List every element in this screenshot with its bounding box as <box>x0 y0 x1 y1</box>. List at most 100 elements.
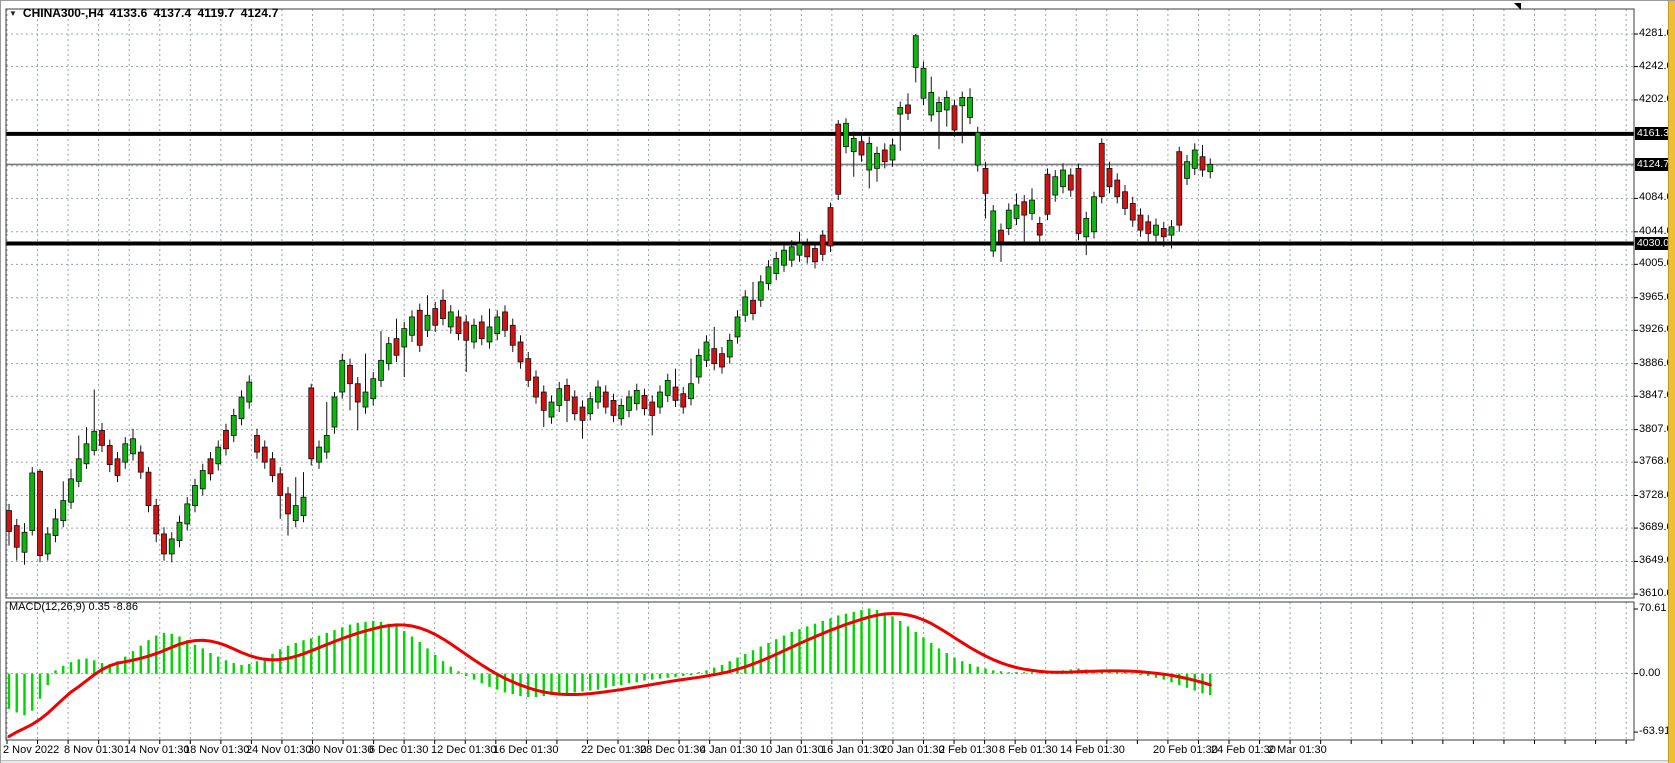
time-axis-label: 6 Dec 01:30 <box>369 744 429 756</box>
candle <box>130 438 136 455</box>
candle <box>1021 201 1028 216</box>
candle <box>254 435 260 453</box>
candle <box>1114 179 1121 198</box>
macd-histogram <box>7 608 1212 716</box>
candle <box>936 102 942 113</box>
candle <box>1176 151 1183 226</box>
candle <box>1013 204 1020 219</box>
candle <box>703 341 710 361</box>
price-axis-label: 4044.0 <box>1639 224 1673 237</box>
candle <box>788 246 795 261</box>
price-axis-label: 4005.0 <box>1639 257 1673 270</box>
candle <box>858 141 865 156</box>
candle <box>37 470 43 557</box>
candle <box>1153 224 1159 236</box>
candle <box>641 394 648 410</box>
candle <box>1029 199 1035 214</box>
time-axis-label: 14 Nov 01:30 <box>124 744 190 756</box>
price-axis-label: 3965.0 <box>1639 290 1673 303</box>
candle <box>742 296 749 316</box>
macd-axis-label: -63.91 <box>1639 725 1671 738</box>
candle <box>339 359 346 393</box>
candle <box>494 316 501 335</box>
ohlc-open: 4133.6 <box>109 6 148 20</box>
macd-axis-label: 70.61 <box>1639 602 1667 614</box>
candle <box>68 478 74 503</box>
chart-title: ▼ CHINA300-,H4 4133.6 4137.4 4119.7 4124… <box>9 6 279 20</box>
candle <box>626 396 632 411</box>
candle <box>1067 174 1074 191</box>
candle <box>285 493 291 515</box>
time-axis-label: 18 Nov 01:30 <box>184 744 250 756</box>
time-axis-label: 2 Nov 2022 <box>3 744 60 756</box>
candle <box>106 445 113 466</box>
candle <box>409 316 415 336</box>
plot-borders <box>5 8 1638 744</box>
candle <box>649 401 656 416</box>
price-axis-label: 3886.0 <box>1639 356 1673 369</box>
candle <box>1184 161 1190 179</box>
candle <box>711 348 718 365</box>
candle <box>990 210 997 252</box>
candle <box>300 496 307 516</box>
candle <box>1207 164 1214 173</box>
price-axis-label: 4281.0 <box>1639 27 1673 39</box>
candle <box>122 443 129 463</box>
candle <box>323 435 330 453</box>
candle <box>207 458 214 475</box>
candle <box>633 389 640 405</box>
candle <box>509 324 516 346</box>
candles <box>6 34 1214 565</box>
candle <box>1160 228 1167 238</box>
horizontal-price-lines <box>6 131 1634 246</box>
candle <box>967 97 973 118</box>
price-axis-label: 3768.0 <box>1639 455 1673 468</box>
chart-shift-marker-icon[interactable] <box>1514 3 1521 10</box>
candle <box>99 430 105 446</box>
candle <box>998 229 1004 243</box>
price-axis-label: 3926.0 <box>1639 323 1673 336</box>
time-axis-label: 24 Nov 01:30 <box>246 744 312 756</box>
candle <box>192 485 198 506</box>
candle <box>765 266 772 284</box>
candle <box>1091 196 1097 233</box>
candle <box>1145 221 1152 234</box>
candle <box>153 505 160 535</box>
symbol-dropdown-icon[interactable]: ▼ <box>9 8 17 18</box>
price-axis-label: 4202.0 <box>1639 92 1673 105</box>
candle <box>905 104 911 114</box>
candle <box>432 308 439 326</box>
candle <box>657 391 663 408</box>
candle <box>1075 167 1082 234</box>
price-axis-label: 3610.0 <box>1639 587 1673 599</box>
candle <box>1060 169 1066 188</box>
candle <box>951 105 958 131</box>
candle <box>1106 167 1113 188</box>
candle <box>29 472 36 531</box>
candle <box>1005 209 1012 229</box>
candle <box>385 343 392 365</box>
time-axis-label: 20 Jan 01:30 <box>881 744 945 756</box>
time-axis-label: 2 Feb 01:30 <box>939 744 998 756</box>
candle <box>230 415 237 436</box>
grid-lines <box>6 9 1634 740</box>
ohlc-low: 4119.7 <box>197 6 235 20</box>
candle <box>1083 218 1090 238</box>
candle <box>393 338 400 356</box>
price-axis-label: 3807.0 <box>1639 422 1673 435</box>
macd-signal-line <box>7 612 1212 738</box>
time-axis-label: 14 Feb 01:30 <box>1060 744 1125 756</box>
candle <box>680 393 687 408</box>
candle <box>502 311 508 331</box>
candle <box>13 525 20 548</box>
candle <box>316 446 322 463</box>
candle <box>455 316 462 335</box>
candle <box>928 92 935 116</box>
time-axis-label: 2 Mar 01:30 <box>1268 744 1327 756</box>
candle <box>827 207 834 247</box>
candle <box>540 391 547 411</box>
candle <box>734 316 741 338</box>
price-axis-label: 4084.0 <box>1639 191 1673 204</box>
